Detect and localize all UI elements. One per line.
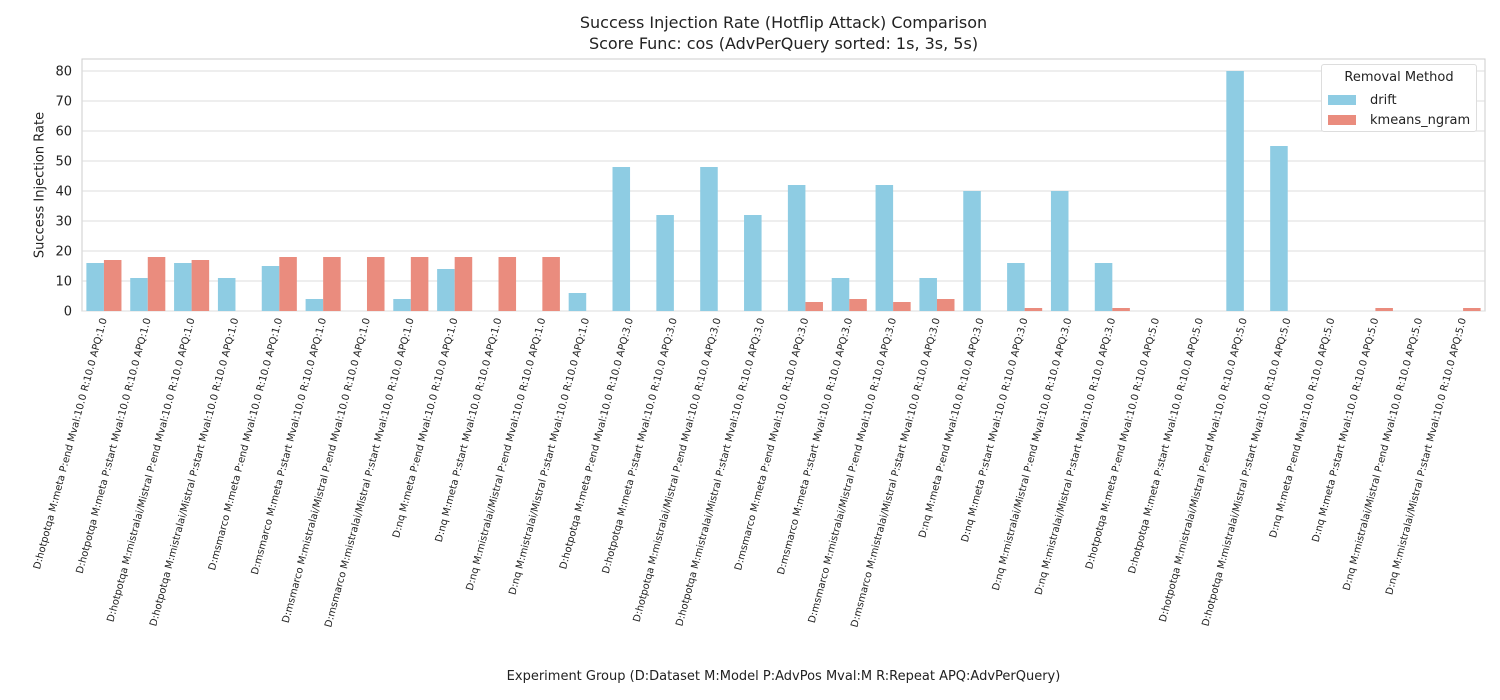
x-tick-label: D:hotpotqa M:mistralai/Mistral P:start M… (148, 317, 241, 628)
bar-kmeans-ngram (454, 257, 473, 311)
bar-drift (305, 299, 324, 311)
x-tick-label: D:nq M:mistralai/Mistral P:start Mval:10… (507, 317, 592, 596)
bar-drift (1007, 263, 1025, 311)
bar-drift (437, 269, 455, 311)
legend-item-kmeans-ngram: kmeans_ngram (1328, 112, 1470, 128)
x-tick-label: D:hotpotqa M:mistralai/Mistral P:end Mva… (1158, 317, 1250, 623)
bar-drift (130, 278, 148, 311)
legend-item-drift: drift (1328, 92, 1397, 108)
bar-drift (700, 167, 718, 311)
y-tick-label: 30 (55, 215, 72, 230)
y-tick-label: 50 (55, 155, 72, 170)
bar-drift (963, 191, 981, 311)
x-tick-label: D:msmarco M:meta P:end Mval:10.0 R:10.0 … (733, 317, 811, 572)
x-tick-label: D:hotpotqa M:meta P:end Mval:10.0 R:10.0… (32, 317, 110, 571)
x-tick-label: D:hotpotqa M:meta P:end Mval:10.0 R:10.0… (1084, 317, 1162, 571)
x-tick-label: D:nq M:mistralai/Mistral P:end Mval:10.0… (1342, 317, 1426, 592)
bar-drift (875, 185, 894, 311)
y-tick-label: 40 (55, 185, 72, 200)
bar-drift (1226, 71, 1244, 311)
x-tick-label: D:msmarco M:meta P:end Mval:10.0 R:10.0 … (207, 317, 285, 572)
x-tick-label: D:hotpotqa M:meta P:start Mval:10.0 R:10… (1127, 317, 1206, 575)
bar-kmeans-ngram (805, 302, 823, 311)
bar-drift (217, 278, 236, 311)
bar-kmeans-ngram (410, 257, 429, 311)
chart-title: Success Injection Rate (Hotflip Attack) … (579, 13, 988, 32)
x-tick-label: D:nq M:mistralai/Mistral P:start Mval:10… (1384, 317, 1469, 596)
legend-title: Removal Method (1344, 70, 1454, 85)
x-tick-label: D:hotpotqa M:mistralai/Mistral P:end Mva… (632, 317, 724, 623)
bar-drift (612, 167, 631, 311)
y-tick-label: 70 (55, 95, 72, 110)
bar-drift (174, 263, 192, 311)
bar-drift (1094, 263, 1113, 311)
x-tick-label: D:msmarco M:mistralai/Mistral P:start Mv… (849, 317, 942, 629)
bar-drift (568, 293, 587, 311)
legend-label-drift: drift (1370, 92, 1397, 108)
x-tick-label: D:hotpotqa M:meta P:start Mval:10.0 R:10… (75, 317, 154, 575)
bar-kmeans-ngram (849, 299, 867, 311)
chart-subtitle: Score Func: cos (AdvPerQuery sorted: 1s,… (588, 34, 979, 53)
x-tick-label: D:msmarco M:meta P:start Mval:10.0 R:10.… (776, 317, 855, 576)
bar-kmeans-ngram (1112, 308, 1130, 311)
x-tick-label: D:hotpotqa M:mistralai/Mistral P:end Mva… (106, 317, 198, 623)
legend: Removal Method drift kmeans_ngram (1321, 64, 1477, 132)
legend-swatch-drift (1328, 95, 1356, 105)
bar-kmeans-ngram (103, 260, 122, 311)
y-tick-label: 0 (64, 305, 72, 320)
bar-kmeans-ngram (542, 257, 560, 311)
bar-drift (393, 299, 411, 311)
bar-kmeans-ngram (1024, 308, 1043, 311)
x-tick-label: D:msmarco M:meta P:start Mval:10.0 R:10.… (250, 317, 329, 576)
bar-kmeans-ngram (936, 299, 955, 311)
bar-kmeans-ngram (498, 257, 517, 311)
x-tick-label: D:nq M:mistralai/Mistral P:end Mval:10.0… (991, 317, 1075, 592)
bar-drift (744, 215, 762, 311)
x-tick-label: D:hotpotqa M:meta P:start Mval:10.0 R:10… (601, 317, 680, 575)
x-axis-label: Experiment Group (D:Dataset M:Model P:Ad… (506, 669, 1061, 684)
x-tick-label: D:msmarco M:mistralai/Mistral P:end Mval… (281, 317, 373, 625)
bar-kmeans-ngram (147, 257, 166, 311)
bar-drift (831, 278, 850, 311)
x-tick-label: D:msmarco M:mistralai/Mistral P:start Mv… (323, 317, 416, 629)
y-tick-label: 60 (55, 125, 72, 140)
bar-drift (919, 278, 937, 311)
bar-kmeans-ngram (893, 302, 911, 311)
y-tick-label: 10 (55, 275, 72, 290)
bar-kmeans-ngram (191, 260, 210, 311)
bar-drift (1270, 146, 1288, 311)
x-tick-label: D:hotpotqa M:mistralai/Mistral P:start M… (1200, 317, 1293, 628)
x-tick-label: D:hotpotqa M:meta P:end Mval:10.0 R:10.0… (558, 317, 636, 571)
x-tick-label: D:nq M:mistralai/Mistral P:end Mval:10.0… (465, 317, 549, 592)
x-tick-label: D:nq M:mistralai/Mistral P:start Mval:10… (1034, 317, 1119, 596)
bar-kmeans-ngram (323, 257, 341, 311)
bar-drift (787, 185, 806, 311)
bar-kmeans-ngram (1463, 308, 1481, 311)
y-tick-label: 80 (55, 65, 72, 80)
x-tick-label: D:msmarco M:mistralai/Mistral P:end Mval… (807, 317, 899, 625)
bar-drift (261, 266, 280, 311)
bar-kmeans-ngram (366, 257, 385, 311)
bar-drift (656, 215, 674, 311)
legend-label-kmeans-ngram: kmeans_ngram (1370, 112, 1471, 128)
x-tick-label: D:hotpotqa M:mistralai/Mistral P:start M… (674, 317, 767, 628)
bar-drift (1050, 191, 1069, 311)
legend-swatch-kmeans-ngram (1328, 115, 1356, 125)
bar-kmeans-ngram (279, 257, 297, 311)
bar-drift (86, 263, 104, 311)
y-tick-label: 20 (55, 245, 72, 260)
bar-kmeans-ngram (1375, 308, 1393, 311)
